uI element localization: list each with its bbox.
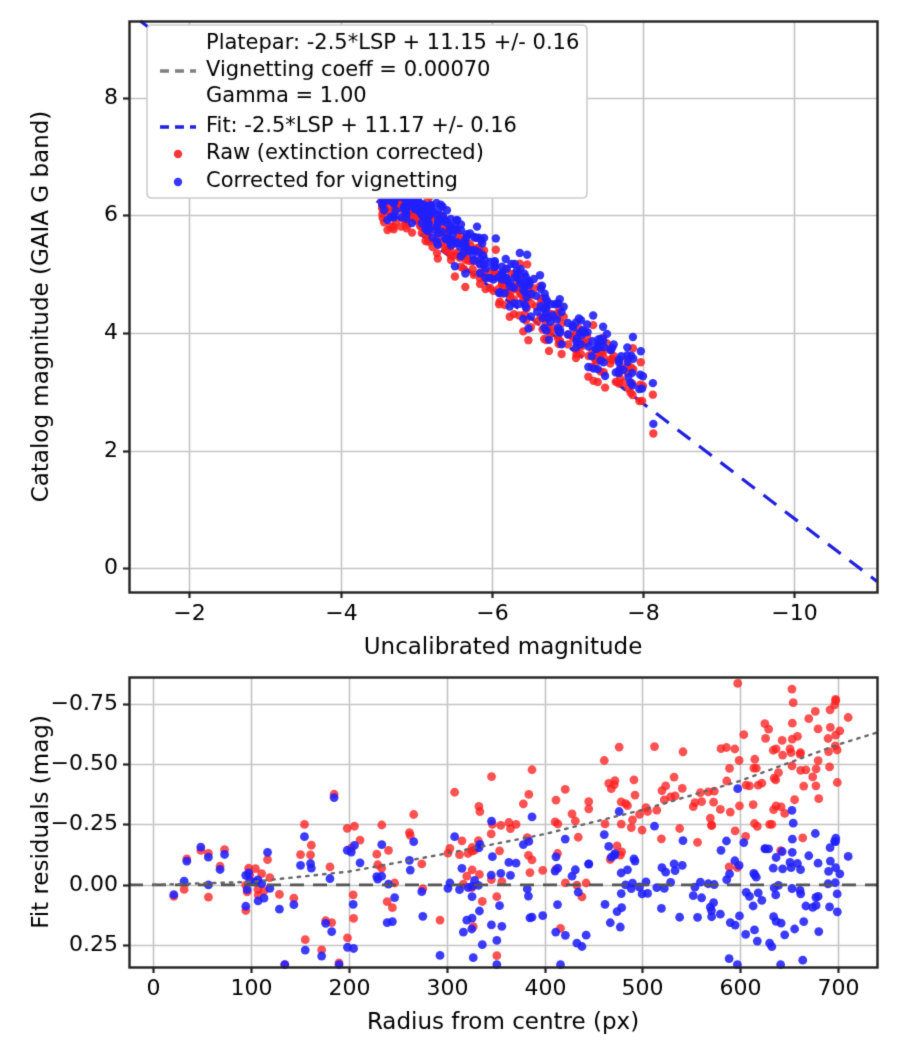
matplotlib-figure-canvas — [0, 0, 900, 1050]
figure-container: Catalog magnitude (GAIA G band) Uncalibr… — [0, 0, 900, 1050]
